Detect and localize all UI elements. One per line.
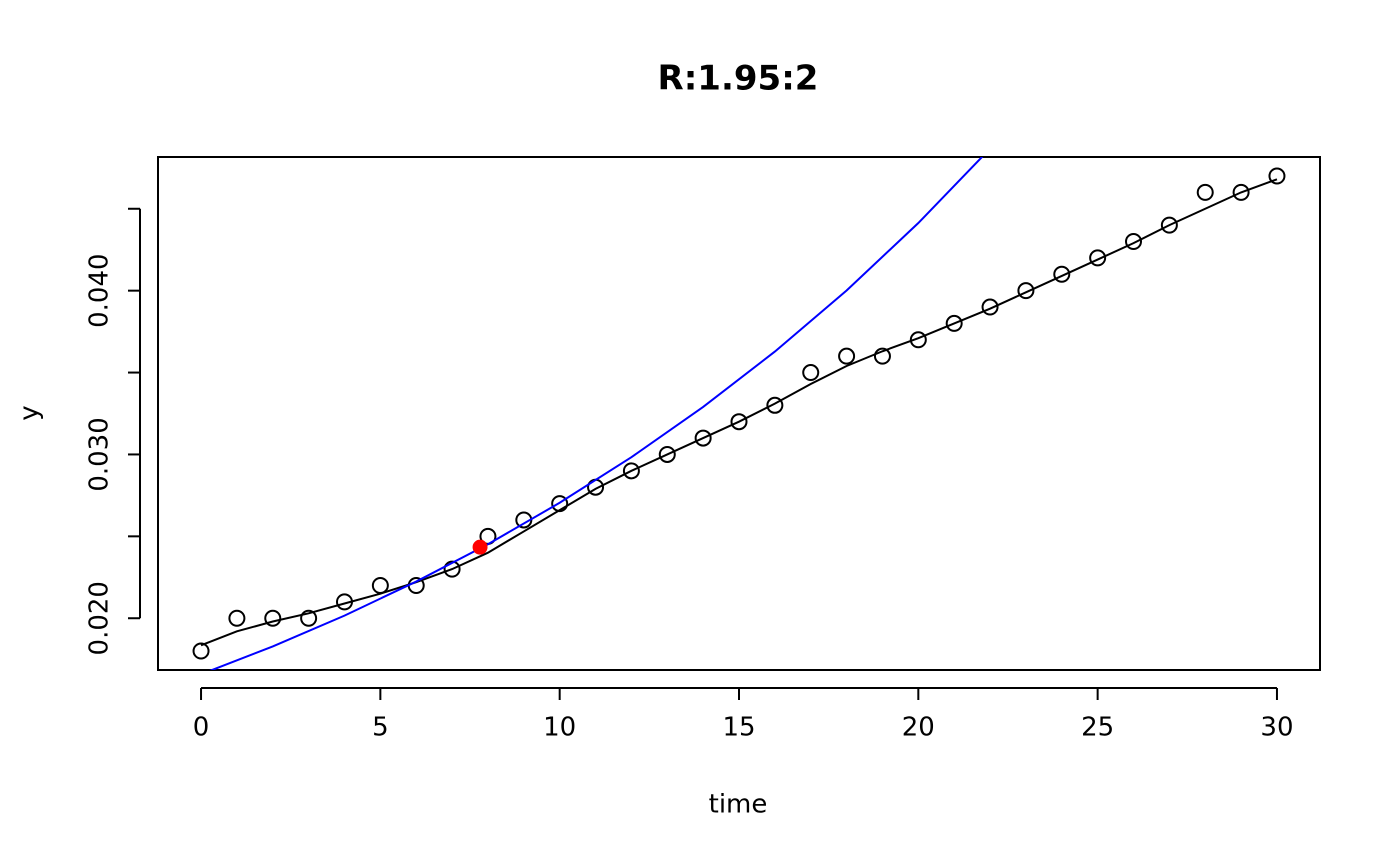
data-point (228, 609, 246, 627)
chart-title: R:1.95:2 (658, 59, 819, 99)
x-tick-label: 20 (902, 713, 935, 743)
y-tick-label: 0.030 (85, 417, 115, 491)
data-point (1089, 249, 1107, 267)
data-point (658, 445, 676, 463)
data-point (909, 331, 927, 349)
plot-area (192, 157, 1286, 670)
x-tick-label: 15 (722, 713, 755, 743)
y-tick-label: 0.040 (85, 253, 115, 327)
x-tick-label: 10 (543, 713, 576, 743)
data-point (802, 364, 820, 382)
data-point (1232, 183, 1250, 201)
data-point (300, 609, 318, 627)
fit-line (209, 157, 984, 670)
fit-line (200, 178, 1278, 647)
data-point (1160, 216, 1178, 234)
data-point (945, 314, 963, 332)
data-point (1053, 265, 1071, 283)
y-tick-label: 0.020 (85, 581, 115, 655)
x-tick-label: 5 (372, 713, 389, 743)
data-point (873, 347, 891, 365)
data-point (1125, 233, 1143, 251)
y-axis-label: y (15, 405, 45, 420)
data-point (264, 609, 282, 627)
data-point (622, 462, 640, 480)
data-point (766, 396, 784, 414)
data-point (730, 413, 748, 431)
highlight-point (472, 539, 488, 555)
x-tick-label: 30 (1260, 713, 1293, 743)
x-tick-label: 25 (1081, 713, 1114, 743)
data-point (981, 298, 999, 316)
data-point (192, 642, 210, 660)
data-point (838, 347, 856, 365)
data-point (1017, 282, 1035, 300)
x-axis-label: time (709, 790, 768, 820)
data-point (1196, 183, 1214, 201)
data-point (1268, 167, 1286, 185)
x-tick-label: 0 (193, 713, 210, 743)
plot-box (157, 156, 1321, 671)
data-point (694, 429, 712, 447)
data-point (443, 560, 461, 578)
